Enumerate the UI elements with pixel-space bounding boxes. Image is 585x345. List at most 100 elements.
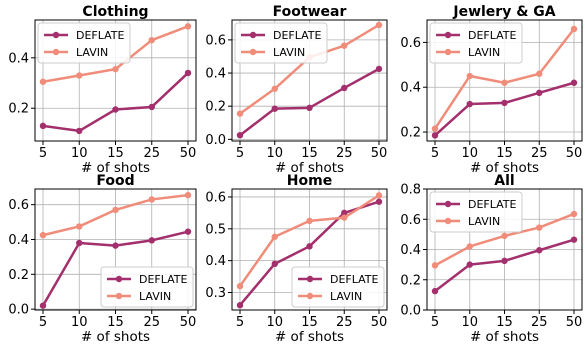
data-point xyxy=(306,104,313,112)
legend-swatch-marker xyxy=(444,31,452,39)
data-point xyxy=(501,79,508,86)
legend-label: DEFLATE xyxy=(139,273,188,286)
y-tick-label: 0.6 xyxy=(400,213,421,228)
data-point xyxy=(112,106,119,113)
data-point xyxy=(306,217,313,225)
x-tick-label: 5 xyxy=(39,315,47,330)
x-tick-label: 15 xyxy=(301,315,318,330)
legend: DEFLATE LAVIN xyxy=(100,266,194,308)
x-tick-label: 15 xyxy=(301,146,318,161)
y-tick-label: 0.8 xyxy=(400,183,421,198)
y-tick-label: 0.0 xyxy=(8,303,29,318)
data-point xyxy=(236,302,244,309)
chart-panel-4: 5 10 15 25 50 0.0 0.2 0.4 0.6 Food # of shots DEFLA… xyxy=(8,173,197,345)
data-point xyxy=(306,243,313,250)
data-point xyxy=(431,125,439,132)
legend-swatch-marker xyxy=(306,275,314,283)
data-point xyxy=(76,72,83,79)
data-point xyxy=(236,282,244,290)
data-point xyxy=(431,262,439,269)
data-point xyxy=(148,196,155,203)
x-axis-label: # of shots xyxy=(470,160,539,176)
y-tick-label: 0.2 xyxy=(205,100,226,115)
data-point xyxy=(271,233,278,240)
data-point xyxy=(431,132,439,139)
data-point xyxy=(236,110,244,117)
series-lavin xyxy=(236,192,383,290)
legend-swatch-marker xyxy=(115,292,123,300)
x-tick-label: 15 xyxy=(107,146,124,161)
panel-title: All xyxy=(494,173,514,189)
legend-label: DEFLATE xyxy=(330,273,379,286)
x-tick-label: 25 xyxy=(143,315,160,330)
legend: DEFLATE LAVIN xyxy=(291,266,385,308)
series-lavin xyxy=(431,25,578,132)
y-tick-label: 0.2 xyxy=(8,102,29,117)
data-point xyxy=(570,210,578,218)
data-point xyxy=(39,302,47,309)
data-point xyxy=(466,243,473,250)
panel-title: Footwear xyxy=(273,4,347,20)
legend-label: LAVIN xyxy=(330,290,362,303)
x-axis-label: # of shots xyxy=(81,329,150,345)
legend-swatch-marker xyxy=(444,48,452,56)
panel-title: Jewlery & GA xyxy=(452,4,555,20)
legend-label: DEFLATE xyxy=(76,29,125,42)
x-tick-label: 5 xyxy=(431,146,439,161)
legend-label: DEFLATE xyxy=(468,198,517,211)
chart-panel-5: 5 10 15 25 50 0.3 0.4 0.5 0.6 Home # of shots DEFLA… xyxy=(205,173,388,345)
y-tick-label: 0.4 xyxy=(205,254,226,269)
legend-label: LAVIN xyxy=(76,46,108,59)
data-point xyxy=(76,239,83,247)
legend-swatch-marker xyxy=(306,292,314,300)
y-tick-label: 0.2 xyxy=(8,268,29,283)
data-point xyxy=(466,100,473,108)
chart-panel-6: 5 10 15 25 50 0.0 0.2 0.4 0.6 0.8 All # of shots DEF… xyxy=(400,173,583,345)
y-tick-label: 0.0 xyxy=(205,133,226,148)
data-point xyxy=(148,36,155,44)
x-tick-label: 50 xyxy=(566,315,583,330)
series-deflate xyxy=(431,79,578,139)
data-point xyxy=(148,237,155,244)
series-lavin xyxy=(39,191,192,239)
data-point xyxy=(341,84,348,92)
data-point xyxy=(466,261,473,268)
legend: DEFLATE LAVIN xyxy=(234,22,328,64)
data-point xyxy=(271,85,278,92)
legend-swatch-marker xyxy=(115,275,123,283)
x-tick-label: 10 xyxy=(266,146,283,161)
x-axis-label: # of shots xyxy=(275,160,344,176)
x-tick-label: 5 xyxy=(431,315,439,330)
data-point xyxy=(375,65,383,73)
data-point xyxy=(271,105,278,112)
legend-label: DEFLATE xyxy=(468,29,517,42)
data-point xyxy=(431,287,439,295)
series-lavin xyxy=(39,23,192,85)
legend-swatch-marker xyxy=(444,200,452,208)
y-tick-label: 0.4 xyxy=(8,233,29,248)
legend-swatch-marker xyxy=(444,217,452,225)
legend: DEFLATE LAVIN xyxy=(429,22,523,64)
x-tick-label: 25 xyxy=(531,146,548,161)
y-tick-label: 0.3 xyxy=(205,286,226,301)
y-tick-label: 0.4 xyxy=(400,81,421,96)
x-tick-label: 15 xyxy=(107,315,124,330)
data-point xyxy=(570,79,578,86)
data-point xyxy=(375,198,383,205)
x-tick-label: 50 xyxy=(371,315,388,330)
data-point xyxy=(184,228,192,235)
series-deflate xyxy=(39,69,192,135)
panel-title: Clothing xyxy=(82,4,148,20)
legend-swatch-marker xyxy=(249,48,257,56)
data-point xyxy=(341,209,348,217)
x-tick-label: 10 xyxy=(71,146,88,161)
x-tick-label: 50 xyxy=(180,146,197,161)
chart-panel-3: 5 10 15 25 50 0.2 0.4 0.6 Jewlery & GA # of shots… xyxy=(400,4,583,176)
y-tick-label: 0.6 xyxy=(8,198,29,213)
y-tick-label: 0.2 xyxy=(400,126,421,141)
data-point xyxy=(112,206,119,214)
data-point xyxy=(536,70,543,77)
data-point xyxy=(112,65,119,73)
data-point xyxy=(76,127,83,135)
y-tick-label: 0.4 xyxy=(400,243,421,258)
